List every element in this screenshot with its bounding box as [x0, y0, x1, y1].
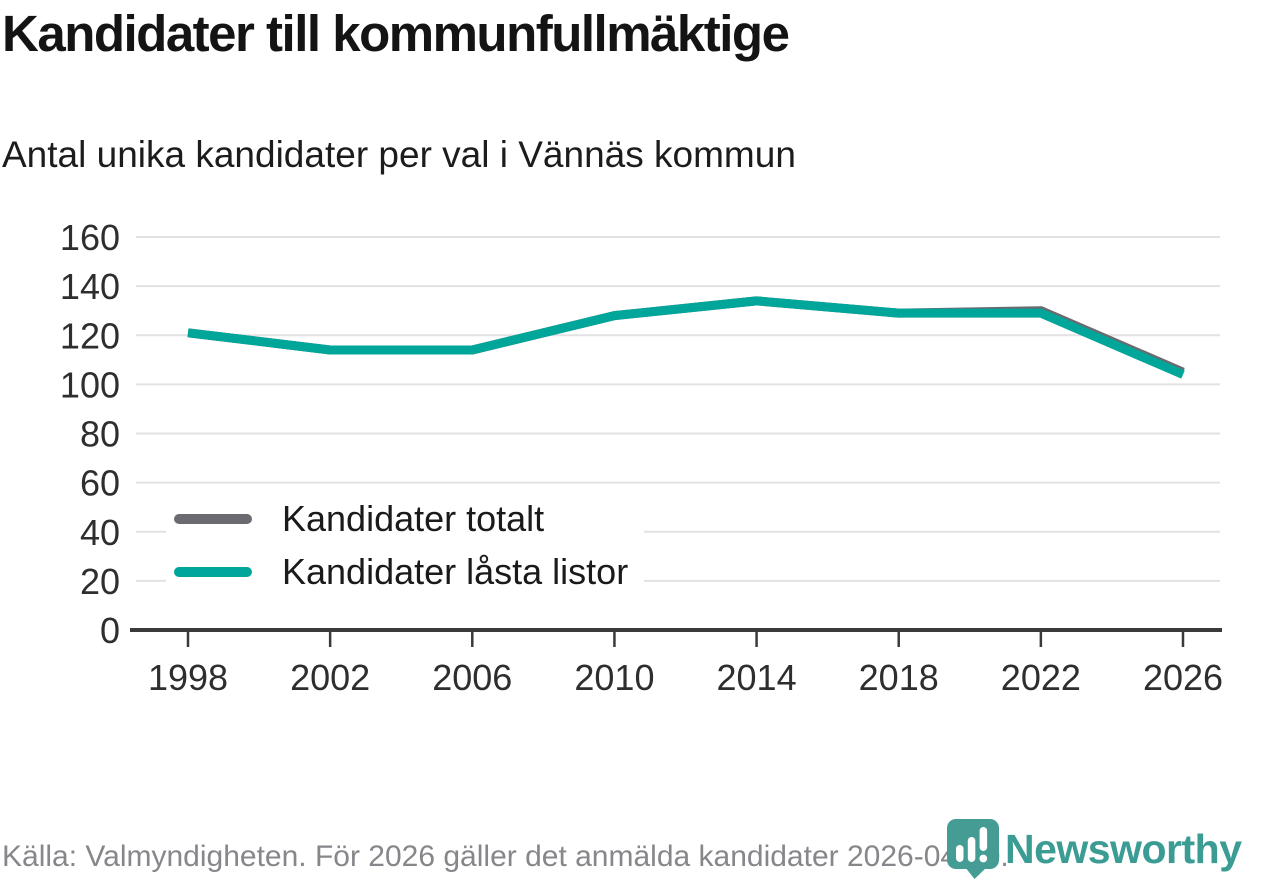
x-tick-label: 2010 [574, 657, 654, 698]
x-tick-label: 1998 [148, 657, 228, 698]
page-title: Kandidater till kommunfullmäktige [2, 5, 790, 62]
chart-legend: Kandidater totalt Kandidater låsta listo… [166, 488, 645, 602]
newsworthy-wordmark: Newsworthy [1005, 826, 1242, 872]
series-line-kandidater-l-sta-listor [187, 296, 1185, 379]
x-tick-label: 2018 [859, 657, 939, 698]
legend-item-kandidater-lasta-listor: Kandidater låsta listor [174, 545, 628, 598]
x-tick-label: 2014 [717, 657, 797, 698]
y-tick-label: 80 [80, 414, 120, 455]
y-tick-label: 140 [60, 266, 120, 307]
legend-swatch-kandidater-lasta-listor [174, 566, 252, 577]
x-tick-label: 2006 [432, 657, 512, 698]
y-tick-label: 20 [80, 561, 120, 602]
y-tick-label: 120 [60, 315, 120, 356]
legend-item-kandidater-totalt: Kandidater totalt [174, 492, 628, 545]
legend-swatch-kandidater-totalt [174, 513, 252, 524]
page-subtitle: Antal unika kandidater per val i Vännäs … [2, 134, 796, 175]
bar-chart-glyph [956, 827, 988, 863]
source-note: Källa: Valmyndigheten. För 2026 gäller d… [2, 840, 1009, 873]
x-tick-label: 2002 [290, 657, 370, 698]
legend-label-kandidater-lasta-listor: Kandidater låsta listor [282, 550, 629, 592]
y-tick-label: 60 [80, 463, 120, 504]
legend-label-kandidater-totalt: Kandidater totalt [282, 497, 545, 539]
y-tick-label: 40 [80, 512, 120, 553]
x-tick-label: 2026 [1143, 657, 1223, 698]
y-tick-label: 0 [100, 610, 120, 651]
x-tick-label: 2022 [1001, 657, 1081, 698]
newsworthy-logo-icon [947, 819, 999, 879]
y-tick-label: 100 [60, 364, 120, 405]
y-tick-label: 160 [60, 217, 120, 258]
